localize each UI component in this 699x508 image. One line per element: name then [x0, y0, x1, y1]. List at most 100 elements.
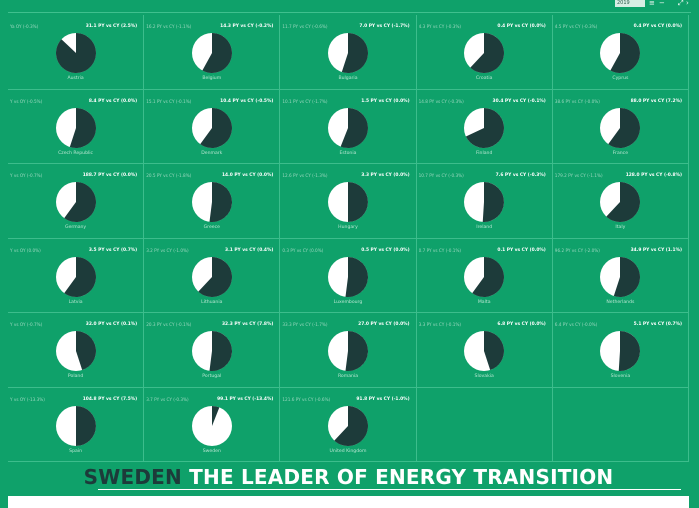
previous-year-label: 12.6 PY vs CY (-1.3%): [282, 173, 328, 178]
previous-year-label: 96.2 PY vs CY (-2.0%): [554, 247, 600, 253]
country-panel[interactable]: 33.3 PY vs CY (-1.7%) 27.0 PY vs CY (0.0%…: [280, 313, 417, 388]
country-panel[interactable]: 14.8 PY vs CY (-0.3%) 30.4 PY vs CY (-0.1…: [416, 89, 553, 164]
country-name: Slovenia: [610, 374, 631, 379]
country-panel[interactable]: Y vs OY (-13.3%) 104.8 PY vs CY (7.5%) Spa…: [8, 387, 145, 462]
country-panel[interactable]: 96.2 PY vs CY (-2.0%) 34.9 PY vs CY (1.1%…: [552, 238, 689, 313]
country-panel[interactable]: 3.7 PY vs CY (-0.3%) 99.1 PY vs CY (-13.4…: [144, 387, 281, 462]
country-pie[interactable]: [54, 180, 98, 224]
current-year-label: 31.1 PY vs CY (2.5%): [85, 24, 138, 29]
country-panel[interactable]: 3.3 PY vs CY (-0.1%) 6.8 PY vs CY (0.0%) S…: [416, 313, 553, 388]
year-select[interactable]: 2019: [615, 0, 645, 7]
country-panel[interactable]: 179.2 PY vs CY (-1.1%) 128.0 PY vs CY (-0…: [552, 164, 689, 239]
country-panel[interactable]: Y vs OY (-0.5%) 8.4 PY vs CY (0.0%) Czech …: [8, 89, 145, 164]
current-year-label: 0.5 PY vs CY (0.0%): [361, 247, 410, 253]
current-year-label: 8.4 PY vs CY (0.0%): [88, 98, 138, 104]
country-name: Croatia: [475, 76, 493, 81]
country-name: Romania: [337, 374, 359, 379]
country-pie[interactable]: [326, 106, 370, 150]
country-pie[interactable]: [598, 180, 642, 224]
footer-strip: [8, 496, 689, 508]
country-panel[interactable]: 121.6 PY vs CY (-0.6%) 91.8 PY vs CY (-1.…: [280, 387, 417, 462]
country-panel[interactable]: 38.6 PY vs CY (-0.0%) 88.0 PY vs CY (7.2%…: [552, 89, 689, 164]
country-pie[interactable]: [326, 31, 370, 75]
country-pie[interactable]: [54, 106, 98, 150]
pie-slice-share: [347, 182, 368, 222]
country-pie[interactable]: [326, 180, 370, 224]
country-panel[interactable]: Y vs OY (-0.7%) 188.7 PY vs CY (0.0%) Germ…: [8, 164, 145, 239]
current-year-label: 10.4 PY vs CY (-0.5%): [220, 98, 274, 104]
current-year-label: 7.6 PY vs CY (-0.3%): [495, 173, 546, 178]
country-pie[interactable]: [462, 106, 506, 150]
country-pie[interactable]: [462, 255, 506, 299]
country-panel[interactable]: 10.7 PY vs CY (-0.3%) 7.6 PY vs CY (-0.3%…: [416, 164, 553, 239]
previous-year-label: 179.2 PY vs CY (-1.1%): [554, 173, 603, 178]
current-year-label: 7.0 PY vs CY (-1.7%): [359, 24, 410, 29]
current-year-label: 0.1 PY vs CY (0.0%): [497, 247, 546, 253]
country-panel[interactable]: Ya OY (-0.3%) 31.1 PY vs CY (2.5%) Austria: [8, 15, 145, 90]
country-pie[interactable]: [598, 106, 642, 150]
country-panel[interactable]: 15.1 PY vs CY (-0.1%) 10.4 PY vs CY (-0.5…: [144, 89, 281, 164]
country-name: Luxembourg: [333, 299, 363, 305]
country-pie[interactable]: [190, 106, 234, 150]
country-panel[interactable]: 0.7 PY vs CY (-0.1%) 0.1 PY vs CY (0.0%) M…: [416, 238, 553, 313]
pie-slice-share: [345, 331, 368, 371]
country-pie[interactable]: [190, 180, 234, 224]
country-panel[interactable]: 4.5 PY vs CY (-0.3%) 0.4 PY vs CY (0.0%) C…: [552, 15, 689, 90]
country-name: Netherlands: [606, 299, 635, 305]
pie-slice-share: [198, 256, 232, 297]
country-panel[interactable]: 11.7 PY vs CY (-0.6%) 7.0 PY vs CY (-1.7%…: [280, 15, 417, 90]
country-panel[interactable]: Y vs OY (-0.7%) 32.0 PY vs CY (0.1%) Polan…: [8, 313, 145, 388]
country-pie[interactable]: [462, 31, 506, 75]
country-pie[interactable]: [54, 255, 98, 299]
country-pie[interactable]: [462, 329, 506, 373]
country-panel[interactable]: 3.2 PY vs CY (-1.0%) 3.1 PY vs CY (0.4%) L…: [144, 238, 281, 313]
country-pie[interactable]: [598, 329, 642, 373]
country-panel[interactable]: 16.2 PY vs CY (-1.1%) 14.3 PY vs CY (-0.2…: [144, 15, 281, 90]
previous-year-label: 121.6 PY vs CY (-0.6%): [282, 396, 331, 402]
country-pie[interactable]: [54, 404, 98, 448]
country-pie[interactable]: [190, 255, 234, 299]
country-pie[interactable]: [326, 404, 370, 448]
country-pie[interactable]: [54, 329, 98, 373]
country-pie[interactable]: [326, 329, 370, 373]
country-pie[interactable]: [598, 31, 642, 75]
top-bar: 2019 ≡ − ⤢ ›: [0, 0, 699, 14]
previous-year-label: 4.3 PY vs CY (-0.3%): [418, 24, 462, 29]
current-year-label: 104.8 PY vs CY (7.5%): [82, 396, 138, 402]
country-name: Denmark: [201, 150, 223, 156]
previous-year-label: 15.1 PY vs CY (-0.1%): [146, 98, 192, 104]
country-pie[interactable]: [598, 255, 642, 299]
previous-year-label: 11.7 PY vs CY (-0.6%): [282, 24, 328, 29]
country-panel[interactable]: 20.5 PY vs CY (-1.8%) 14.0 PY vs CY (0.0%…: [144, 164, 281, 239]
country-pie[interactable]: [190, 329, 234, 373]
country-panel[interactable]: 12.6 PY vs CY (-1.3%) 3.3 PY vs CY (0.0%)…: [280, 164, 417, 239]
menu-icon[interactable]: ≡: [649, 0, 655, 7]
country-pie[interactable]: [190, 31, 234, 75]
previous-year-label: 6.4 PY vs CY (-0.0%): [554, 322, 598, 327]
previous-year-label: 38.6 PY vs CY (-0.0%): [554, 98, 600, 104]
country-name: Cyprus: [612, 76, 629, 81]
current-year-label: 0.4 PY vs CY (0.0%): [497, 24, 546, 29]
country-panel[interactable]: 20.3 PY vs CY (-0.1%) 32.3 PY vs CY (7.8%…: [144, 313, 281, 388]
country-panel[interactable]: 4.3 PY vs CY (-0.3%) 0.4 PY vs CY (0.0%) C…: [416, 15, 553, 90]
country-pie[interactable]: [462, 180, 506, 224]
previous-year-label: Ya OY (-0.3%): [10, 24, 39, 29]
current-year-label: 128.0 PY vs CY (-0.8%): [625, 173, 682, 178]
previous-year-label: Y vs OY (-0.5%): [10, 98, 43, 104]
country-panel[interactable]: 6.4 PY vs CY (-0.0%) 5.1 PY vs CY (0.7%) S…: [552, 313, 689, 388]
country-name: Lithuania: [201, 299, 223, 305]
pie-slice-share: [608, 107, 641, 148]
more-icon[interactable]: ›: [686, 0, 689, 7]
pie-slice-share: [200, 107, 232, 148]
country-panel[interactable]: 10.1 PY vs CY (-1.7%) 1.5 PY vs CY (0.0%)…: [280, 89, 417, 164]
country-name: Malta: [477, 299, 491, 305]
country-panel[interactable]: Y vs OY (0.0%) 3.5 PY vs CY (0.7%) Latvia: [8, 238, 145, 313]
expand-icon[interactable]: ⤢: [678, 0, 684, 7]
country-panel[interactable]: 0.3 PY vs CY (0.0%) 0.5 PY vs CY (0.0%) Lu…: [280, 238, 417, 313]
pie-slice-share: [484, 331, 505, 371]
country-pie[interactable]: [54, 31, 98, 75]
current-year-label: 30.4 PY vs CY (-0.1%): [492, 98, 546, 104]
country-pie[interactable]: [190, 404, 234, 448]
country-pie[interactable]: [326, 255, 370, 299]
minus-icon[interactable]: −: [659, 0, 665, 7]
